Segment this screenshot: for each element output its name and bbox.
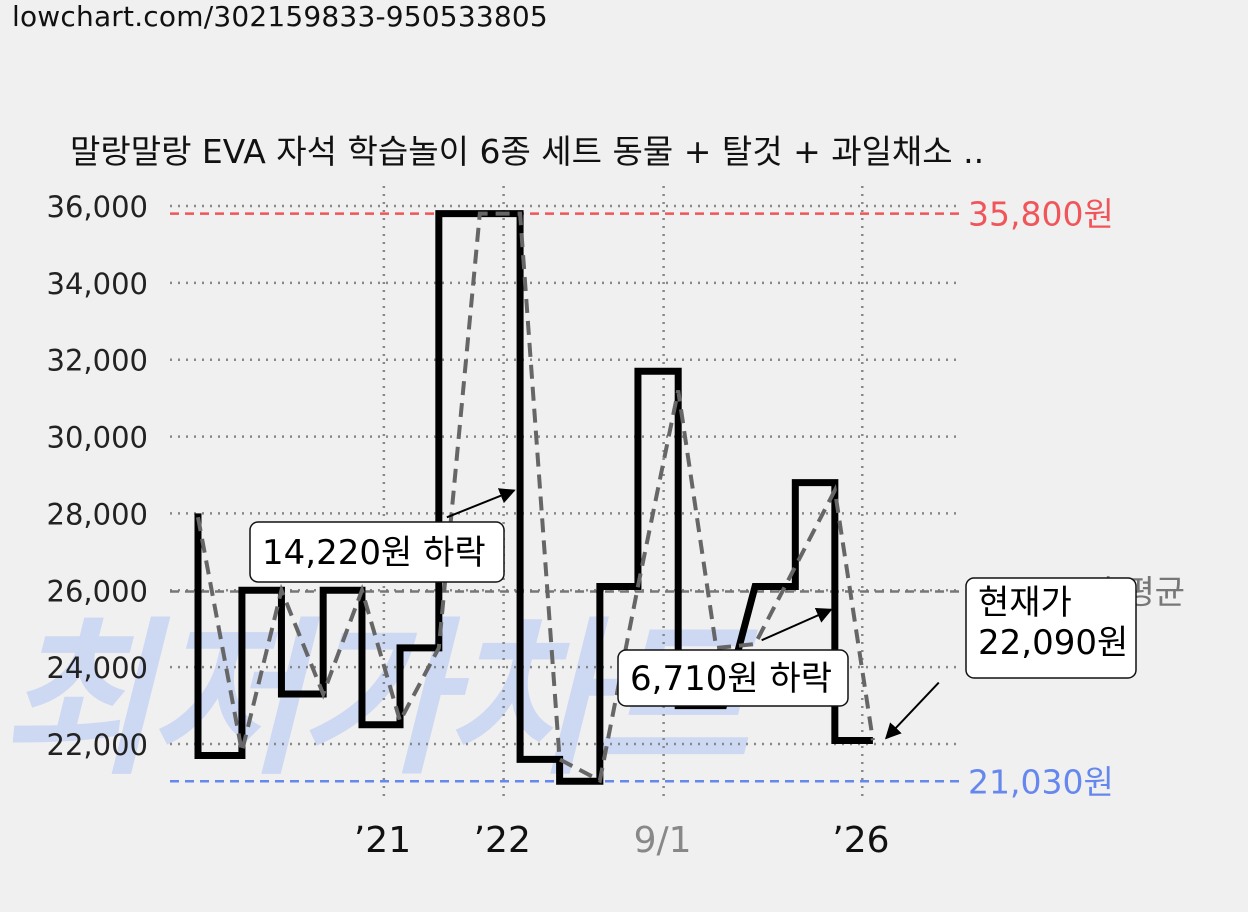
- annotation-callout: 14,220원 하락: [249, 488, 516, 583]
- annotation-text: 22,090원: [978, 623, 1128, 663]
- y-tick-label: 26,000: [47, 574, 148, 608]
- x-axis: ’21 ’22 9/1 ’26: [354, 820, 890, 861]
- annotation-callout: 6,710원 하락: [617, 608, 849, 707]
- y-axis: 22,000 24,000 26,000 28,000 30,000 32,000 34,0…: [47, 190, 148, 762]
- annotation-text: 6,710원 하락: [630, 659, 832, 699]
- y-tick-label: 24,000: [47, 651, 148, 685]
- annotation-box: [617, 649, 849, 707]
- y-tick-label: 34,000: [47, 267, 148, 301]
- y-tick-label: 36,000: [47, 190, 148, 224]
- x-tick-label: ’21: [354, 820, 411, 861]
- annotation-box: [965, 577, 1137, 679]
- y-tick-label: 28,000: [47, 497, 148, 531]
- y-tick-label: 22,000: [47, 728, 148, 762]
- page-url: lowchart.com/302159833-950533805: [12, 0, 548, 33]
- plot-area: [194, 210, 875, 785]
- reference-label-min: 21,030원: [968, 762, 1114, 801]
- annotation-arrow: [884, 681, 940, 740]
- price-step-line: [194, 210, 873, 785]
- chart-title: 말랑말랑 EVA 자석 학습놀이 6종 세트 동물 + 탈것 + 과일채소 ..: [70, 132, 984, 171]
- x-tick-label: ’22: [474, 820, 531, 861]
- annotation-text: 14,220원 하락: [262, 533, 486, 573]
- reference-label-max: 35,800원: [968, 195, 1114, 234]
- annotation-box: [249, 521, 505, 583]
- annotation-text: 현재가: [978, 583, 1072, 623]
- x-tick-label: ’26: [832, 820, 889, 861]
- annotation-arrow: [761, 608, 833, 642]
- y-tick-label: 32,000: [47, 344, 148, 378]
- y-tick-label: 30,000: [47, 421, 148, 455]
- annotation-arrow: [446, 488, 516, 519]
- x-tick-label: 9/1: [634, 820, 692, 861]
- trend-dashed-line: [196, 211, 875, 784]
